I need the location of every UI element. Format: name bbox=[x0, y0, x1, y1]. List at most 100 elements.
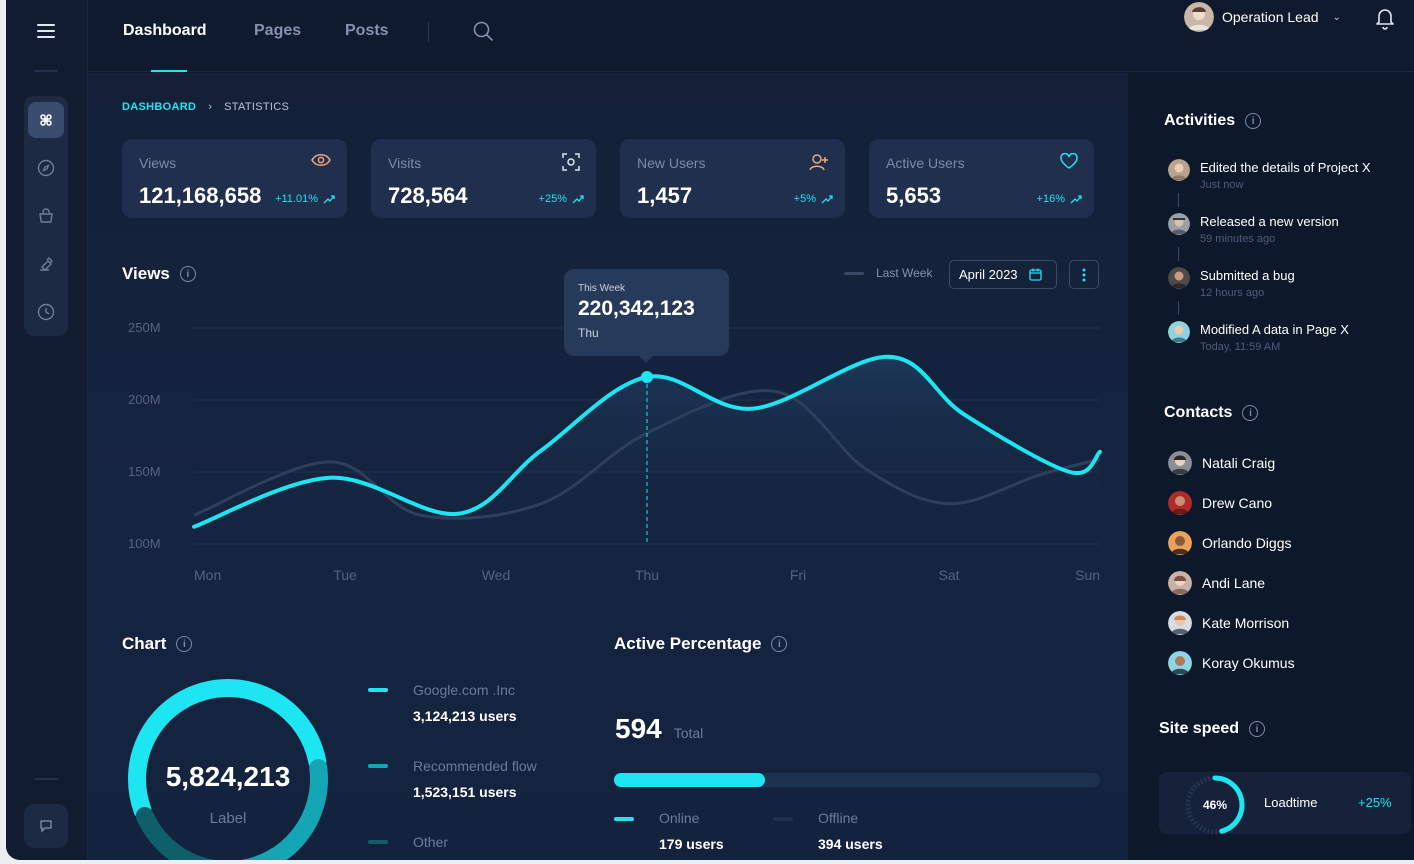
info-icon[interactable]: i bbox=[176, 636, 193, 652]
active-tab-indicator bbox=[151, 70, 187, 72]
basket-icon[interactable] bbox=[28, 198, 64, 234]
donut-chart bbox=[128, 679, 328, 860]
stat-card-new-users[interactable]: New Users 1,457 +5% bbox=[620, 139, 845, 218]
hammer-icon[interactable] bbox=[28, 246, 64, 282]
stat-label: Active Users bbox=[886, 155, 965, 171]
info-icon[interactable]: i bbox=[179, 266, 196, 282]
donut-segment bbox=[240, 759, 328, 860]
active-total-label: Total bbox=[673, 725, 704, 741]
info-icon[interactable]: i bbox=[1249, 721, 1266, 737]
speed-trend: +25% bbox=[1358, 795, 1392, 810]
tooltip-arrow bbox=[638, 355, 654, 363]
donut-title-text: Chart bbox=[122, 634, 167, 653]
trend-up-icon bbox=[821, 195, 833, 204]
site-speed-title: Site speed i bbox=[1159, 720, 1266, 738]
contact-item[interactable]: Natali Craig bbox=[1168, 451, 1275, 475]
stat-card-active-users[interactable]: Active Users 5,653 +16% bbox=[869, 139, 1094, 218]
legend-name: Google.com .Inc bbox=[413, 682, 515, 698]
y-tick-label: 200M bbox=[128, 392, 161, 407]
x-tick-label: Sat bbox=[938, 567, 959, 583]
clock-icon[interactable] bbox=[28, 294, 64, 330]
bell-icon[interactable] bbox=[1374, 6, 1396, 35]
tab-posts[interactable]: Posts bbox=[345, 22, 389, 39]
y-tick-label: 150M bbox=[128, 464, 161, 479]
legend-users: 179 users bbox=[659, 836, 724, 852]
contacts-title: Contacts i bbox=[1164, 404, 1259, 422]
activities-title-text: Activities bbox=[1164, 112, 1236, 129]
stat-trend-value: +16% bbox=[1036, 193, 1065, 205]
site-speed-title-text: Site speed bbox=[1159, 720, 1240, 737]
activity-time: 12 hours ago bbox=[1200, 287, 1265, 299]
highlight-point bbox=[641, 370, 653, 383]
left-rail bbox=[6, 0, 88, 860]
contact-item[interactable]: Andi Lane bbox=[1168, 571, 1265, 595]
stat-label: Visits bbox=[388, 155, 422, 171]
stat-trend: +5% bbox=[794, 193, 833, 205]
legend-users: 1,523,151 users bbox=[413, 784, 517, 800]
stat-card-views[interactable]: Views 121,168,658 +11.01% bbox=[122, 139, 347, 218]
main-content: DASHBOARD › STATISTICS Views 121,168,658 +… bbox=[88, 73, 1128, 860]
search-icon[interactable] bbox=[472, 20, 494, 47]
stat-card-visits[interactable]: Visits 728,564 +25% bbox=[371, 139, 596, 218]
more-options-button[interactable] bbox=[1069, 260, 1099, 289]
avatar bbox=[1168, 571, 1192, 595]
avatar bbox=[1168, 491, 1192, 515]
app-window: Dashboard Pages Posts Operation Lead ⌄ D… bbox=[6, 0, 1414, 860]
trend-up-icon bbox=[572, 195, 584, 204]
tab-pages[interactable]: Pages bbox=[254, 22, 302, 39]
stat-value: 121,168,658 bbox=[139, 183, 262, 208]
contact-name: Kate Morrison bbox=[1202, 615, 1290, 631]
avatar bbox=[1168, 611, 1192, 635]
user-plus-icon bbox=[809, 153, 829, 176]
stat-trend-value: +25% bbox=[538, 193, 567, 205]
active-percentage-title: Active Percentage i bbox=[614, 634, 788, 654]
rail-divider bbox=[34, 778, 58, 780]
active-total: 594 Total bbox=[615, 713, 703, 745]
contact-item[interactable]: Kate Morrison bbox=[1168, 611, 1289, 635]
donut-segment bbox=[128, 679, 327, 820]
legend-users: 394 users bbox=[818, 836, 883, 852]
y-tick-label: 250M bbox=[128, 320, 161, 335]
breadcrumb-current: STATISTICS bbox=[224, 101, 290, 113]
tab-dashboard[interactable]: Dashboard bbox=[123, 22, 207, 39]
chat-icon[interactable] bbox=[24, 804, 68, 848]
timeline-connector bbox=[1178, 247, 1179, 261]
legend-marker bbox=[773, 817, 793, 821]
series-line-last-week bbox=[193, 389, 1101, 520]
timeline-connector bbox=[1178, 193, 1179, 207]
chevron-right-icon: › bbox=[208, 101, 213, 113]
heart-icon bbox=[1060, 152, 1078, 174]
trend-up-icon bbox=[1070, 195, 1082, 204]
hamburger-menu-icon[interactable] bbox=[37, 24, 55, 38]
legend-last-week: Last Week bbox=[844, 266, 932, 280]
stat-trend-value: +5% bbox=[793, 193, 816, 205]
avatar bbox=[1168, 267, 1190, 289]
site-speed-card: 46% Loadtime +25% bbox=[1159, 772, 1411, 835]
breadcrumb: DASHBOARD › STATISTICS bbox=[122, 101, 289, 113]
user-menu[interactable]: Operation Lead ⌄ bbox=[1184, 2, 1341, 32]
activity-text: Submitted a bug bbox=[1200, 268, 1295, 283]
date-picker-button[interactable]: April 2023 bbox=[949, 260, 1057, 289]
info-icon[interactable]: i bbox=[1242, 405, 1259, 421]
contact-item[interactable]: Drew Cano bbox=[1168, 491, 1272, 515]
chevron-down-icon[interactable]: ⌄ bbox=[1332, 11, 1341, 23]
x-tick-label: Wed bbox=[482, 567, 511, 583]
stat-trend: +16% bbox=[1037, 193, 1082, 205]
scan-icon bbox=[562, 153, 580, 176]
info-icon[interactable]: i bbox=[1245, 113, 1262, 129]
x-tick-label: Fri bbox=[790, 567, 806, 583]
contact-name: Andi Lane bbox=[1202, 575, 1266, 591]
stat-value: 1,457 bbox=[637, 183, 693, 208]
legend-last-week-label: Last Week bbox=[876, 266, 933, 280]
rail-divider bbox=[34, 70, 58, 72]
contact-item[interactable]: Koray Okumus bbox=[1168, 651, 1295, 675]
active-progress-track bbox=[614, 773, 1100, 787]
compass-icon[interactable] bbox=[28, 150, 64, 186]
breadcrumb-root[interactable]: DASHBOARD bbox=[122, 101, 197, 113]
legend-marker bbox=[368, 688, 388, 692]
contact-item[interactable]: Orlando Diggs bbox=[1168, 531, 1292, 555]
command-icon[interactable] bbox=[28, 102, 64, 138]
info-icon[interactable]: i bbox=[771, 636, 788, 652]
activity-time: Today, 11:59 AM bbox=[1200, 341, 1281, 353]
top-navigation: Dashboard Pages Posts Operation Lead ⌄ bbox=[88, 0, 1414, 72]
